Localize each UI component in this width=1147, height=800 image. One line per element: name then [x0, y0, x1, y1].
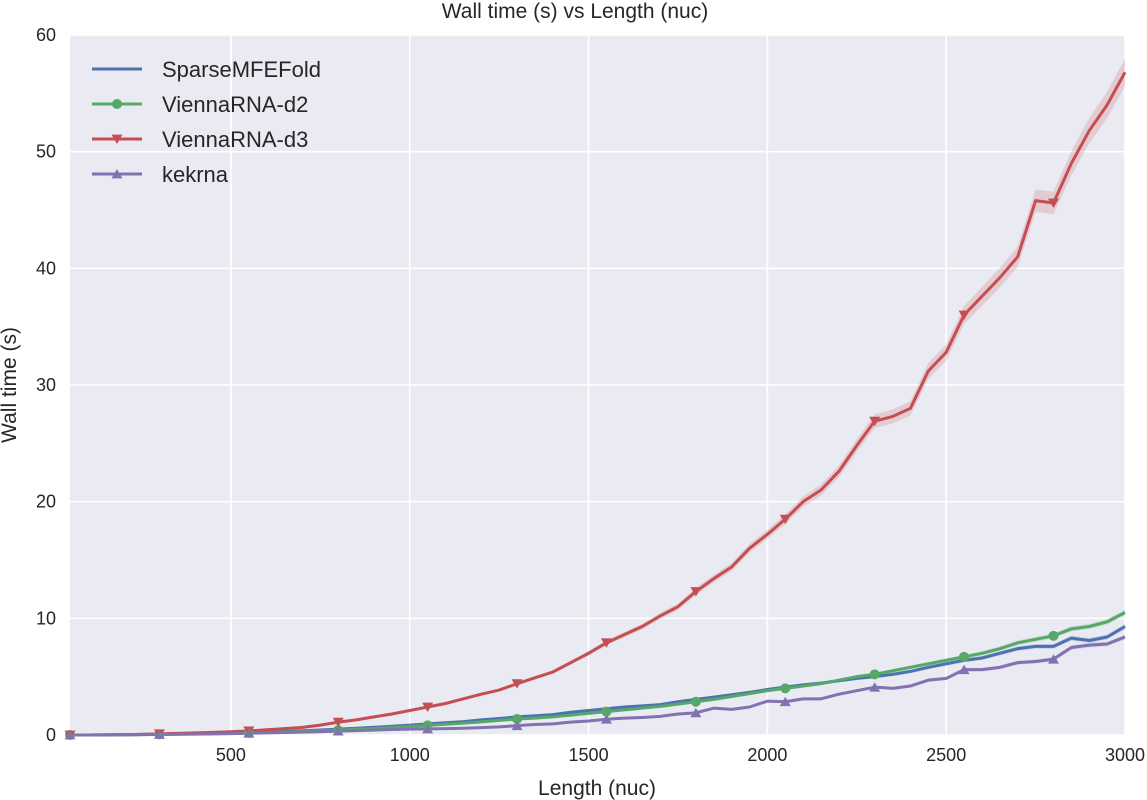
point-viennarna-d2 — [780, 683, 791, 694]
point-kekrna — [690, 707, 702, 718]
grid — [70, 34, 1126, 736]
point-viennarna-d2 — [1048, 630, 1059, 641]
point-kekrna — [779, 696, 791, 707]
point-viennarna-d2 — [601, 706, 612, 717]
point-kekrna — [600, 714, 612, 724]
y-tick-label: 60 — [36, 25, 56, 45]
legend: SparseMFEFold ViennaRNA-d2 ViennaRNA-d3 kek… — [92, 57, 321, 187]
x-tick-label: 500 — [216, 745, 246, 765]
point-viennarna-d3 — [958, 310, 970, 320]
legend-label: ViennaRNA-d3 — [162, 127, 308, 152]
y-tick-label: 10 — [36, 608, 56, 628]
legend-marker — [111, 169, 123, 179]
legend-label: SparseMFEFold — [162, 57, 321, 82]
x-tick-labels: 500 1000 1500 2000 2500 3000 — [216, 745, 1145, 765]
point-kekrna — [64, 730, 76, 740]
point-viennarna-d2 — [690, 696, 701, 707]
point-kekrna — [422, 723, 434, 734]
y-tick-label: 30 — [36, 375, 56, 395]
point-viennarna-d3 — [690, 587, 702, 597]
point-kekrna — [511, 720, 523, 731]
legend-marker — [112, 99, 122, 109]
legend-item-sparsemfefold: SparseMFEFold — [92, 57, 321, 82]
y-tick-label: 20 — [36, 492, 56, 512]
point-viennarna-d3 — [1047, 198, 1059, 208]
point-kekrna — [153, 729, 165, 739]
y-axis-label: Wall time (s) — [0, 327, 21, 443]
point-kekrna — [243, 728, 255, 738]
legend-marker — [111, 134, 123, 144]
point-viennarna-d3 — [600, 638, 612, 648]
legend-item-viennarna-d2: ViennaRNA-d2 — [92, 92, 308, 117]
x-tick-label: 2000 — [747, 745, 787, 765]
point-kekrna — [332, 726, 344, 736]
x-axis-label: Length (nuc) — [538, 777, 656, 800]
point-kekrna — [1047, 654, 1059, 664]
point-viennarna-d3 — [332, 717, 344, 728]
x-tick-label: 1000 — [390, 745, 430, 765]
chart-title: Wall time (s) vs Length (nuc) — [442, 0, 708, 23]
point-kekrna — [869, 682, 881, 692]
point-viennarna-d3 — [779, 514, 791, 525]
legend-item-kekrna: kekrna — [92, 162, 229, 187]
point-kekrna — [958, 664, 970, 675]
point-viennarna-d2 — [512, 714, 523, 725]
point-viennarna-d3 — [869, 416, 881, 427]
y-tick-label: 50 — [36, 142, 56, 162]
point-viennarna-d3 — [422, 702, 434, 712]
y-tick-labels: 0 10 20 30 40 50 60 — [36, 25, 56, 745]
x-tick-label: 1500 — [569, 745, 609, 765]
y-tick-label: 0 — [46, 725, 56, 745]
x-tick-label: 2500 — [926, 745, 966, 765]
band-viennarna-d3 — [70, 58, 1125, 736]
y-tick-label: 40 — [36, 258, 56, 278]
series-markers — [64, 198, 1059, 740]
point-viennarna-d2 — [959, 651, 970, 662]
point-viennarna-d2 — [869, 669, 880, 680]
x-tick-label: 3000 — [1105, 745, 1145, 765]
legend-label: ViennaRNA-d2 — [162, 92, 308, 117]
point-viennarna-d3 — [511, 679, 523, 689]
legend-label: kekrna — [162, 162, 229, 187]
legend-item-viennarna-d3: ViennaRNA-d3 — [92, 127, 308, 152]
